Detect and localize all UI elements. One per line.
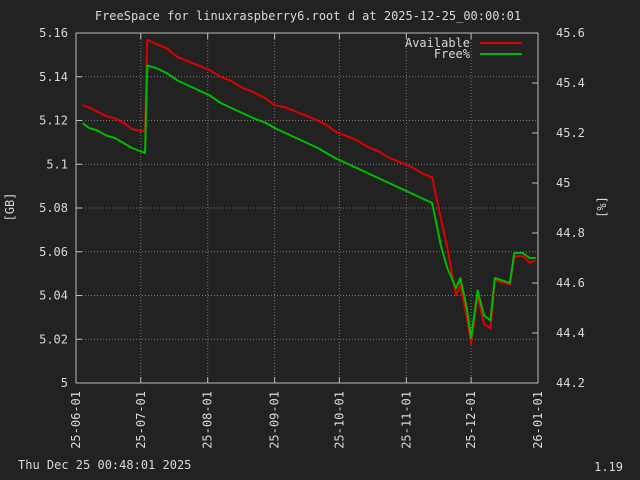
- y2-tick-label: 44.8: [556, 226, 585, 240]
- x-tick-label: 25-10-01: [332, 391, 346, 449]
- y2-tick-label: 44.6: [556, 276, 585, 290]
- y-tick-label: 5.06: [39, 245, 68, 259]
- x-tick-label: 25-06-01: [69, 391, 83, 449]
- y2-axis-label: [%]: [595, 196, 609, 218]
- footer-version: 1.19: [594, 460, 623, 474]
- x-tick-label: 25-09-01: [268, 391, 282, 449]
- x-tick-label: 26-01-01: [531, 391, 545, 449]
- y-tick-label: 5: [61, 376, 68, 390]
- x-tick-label: 25-11-01: [399, 391, 413, 449]
- y-tick-label: 5.08: [39, 201, 68, 215]
- x-tick-label: 25-12-01: [464, 391, 478, 449]
- footer-timestamp: Thu Dec 25 00:48:01 2025: [18, 458, 191, 472]
- y-tick-label: 5.14: [39, 70, 68, 84]
- series-lines: [81, 38, 537, 345]
- y-tick-label: 5.16: [39, 26, 68, 40]
- y-tick-label: 5.12: [39, 114, 68, 128]
- series-line-free: [81, 64, 536, 339]
- y2-tick-label: 45.6: [556, 26, 585, 40]
- grid-lines: [76, 33, 538, 383]
- tick-labels: 5 5.02 5.04 5.06 5.08 5.1 5.12 5.14 5.16 44.2 44.4…: [39, 26, 585, 449]
- y2-tick-label: 45.2: [556, 126, 585, 140]
- y2-tick-label: 45: [556, 176, 570, 190]
- y2-tick-label: 44.4: [556, 326, 585, 340]
- chart-title: FreeSpace for linuxraspberry6.root d at …: [95, 9, 521, 23]
- x-tick-label: 25-08-01: [201, 391, 215, 449]
- legend: Available Free%: [405, 36, 522, 61]
- legend-label-available: Available: [405, 36, 470, 50]
- axis-ticks: [75, 32, 539, 384]
- y2-tick-label: 45.4: [556, 76, 585, 90]
- y-axis-label: [GB]: [3, 193, 17, 222]
- x-tick-label: 25-07-01: [134, 391, 148, 449]
- y-tick-label: 5.1: [46, 157, 68, 171]
- y2-tick-label: 44.2: [556, 376, 585, 390]
- y-tick-label: 5.04: [39, 289, 68, 303]
- legend-label-free: Free%: [434, 47, 471, 61]
- y-tick-label: 5.02: [39, 332, 68, 346]
